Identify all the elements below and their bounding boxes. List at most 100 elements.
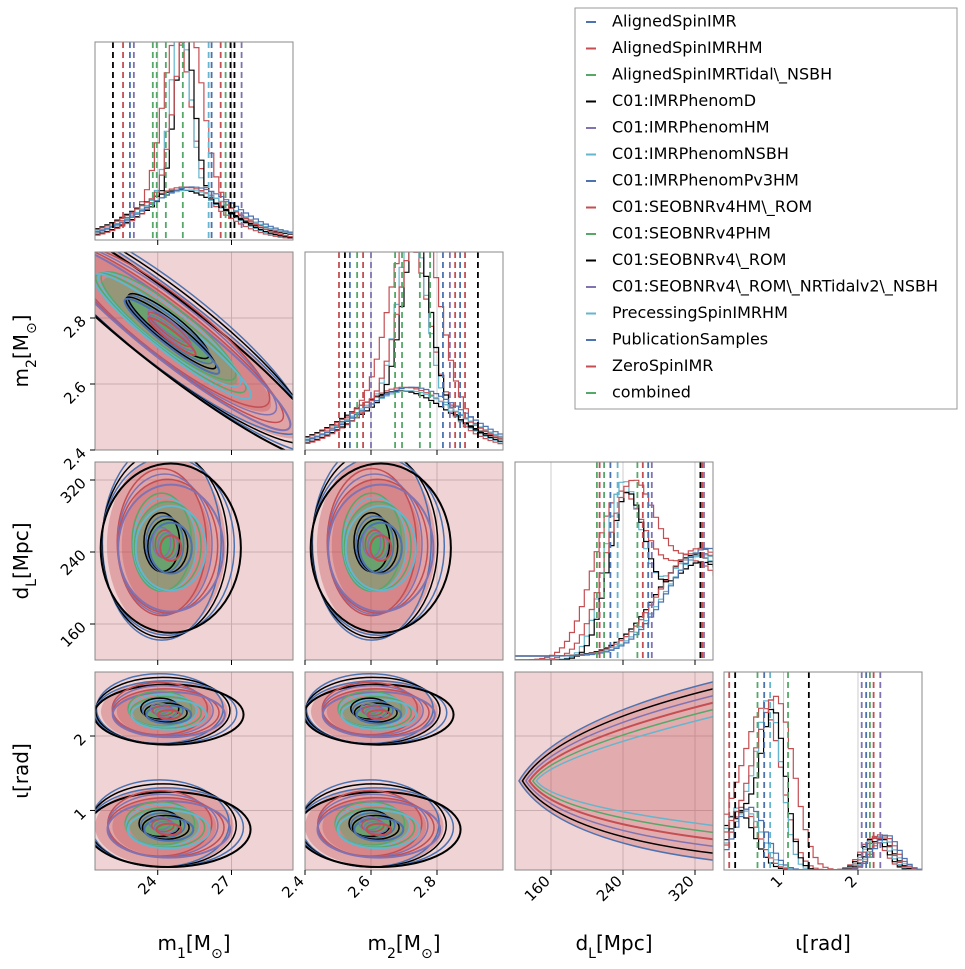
contour <box>143 817 195 842</box>
x-tick-label: 27 <box>208 872 234 898</box>
histogram <box>305 252 503 444</box>
contour <box>145 704 193 725</box>
x-axis-label: ι[rad] <box>795 931 851 955</box>
label-part: ] <box>9 314 33 322</box>
y-tick-label: 320 <box>57 474 90 507</box>
label-part: 2 <box>24 359 40 368</box>
contour <box>151 818 175 833</box>
x-tick-label: 160 <box>521 872 554 905</box>
panel <box>95 252 293 450</box>
contour <box>521 688 713 854</box>
y-axis-label: m2[M⊙] <box>9 314 40 387</box>
histogram <box>515 479 713 660</box>
label-part: 1 <box>177 946 186 962</box>
contour <box>140 812 186 839</box>
legend-label: C01:SEOBNRv4PHM <box>612 224 771 243</box>
y-tick-label: 2 <box>70 730 89 749</box>
legend: AlignedSpinIMR AlignedSpinIMRHM AlignedSpi… <box>574 7 958 410</box>
legend-label: C01:SEOBNRv4\_ROM\_NRTidalv2\_NSBH <box>612 277 938 297</box>
label-part: m <box>157 931 176 955</box>
contour <box>316 800 442 859</box>
contour <box>350 812 396 839</box>
panel <box>305 462 503 660</box>
contour <box>156 709 182 721</box>
x-tick-label: 320 <box>665 872 698 905</box>
label-part: ⊙ <box>421 946 433 962</box>
x-tick-label: 240 <box>593 872 626 905</box>
legend-label: C01:IMRPhenomHM <box>612 118 770 137</box>
label-part: L <box>24 579 40 587</box>
x-tick-label: 1 <box>767 872 786 891</box>
contour <box>336 809 421 850</box>
contour <box>363 820 389 835</box>
panel-frame <box>94 41 294 241</box>
panel <box>95 42 293 240</box>
contour <box>141 699 184 722</box>
panel <box>305 672 503 870</box>
label-part: d <box>9 587 33 600</box>
contour <box>355 704 403 725</box>
contour <box>335 803 411 847</box>
contour <box>140 697 180 720</box>
label-part: [M <box>396 931 421 955</box>
contour <box>95 683 245 746</box>
contour <box>351 699 394 722</box>
contour <box>350 697 390 720</box>
label-part: ι[rad] <box>9 743 33 799</box>
contour <box>153 820 179 835</box>
contour <box>525 695 713 847</box>
contour <box>99 462 242 634</box>
label-part: ] <box>223 931 231 955</box>
contour <box>344 504 417 592</box>
legend-label: C01:SEOBNRv4\_ROM <box>612 250 786 270</box>
contour <box>535 715 713 827</box>
x-tick-label: 2.8 <box>410 872 440 902</box>
contour <box>338 693 408 728</box>
label-part: d <box>575 931 588 955</box>
panel-frame <box>514 461 714 661</box>
histogram <box>515 547 713 657</box>
label-part: ι[rad] <box>795 931 851 955</box>
contour <box>528 701 713 841</box>
label-part: 2 <box>387 946 396 962</box>
contour <box>369 534 393 562</box>
y-tick-label: 2.8 <box>60 312 90 342</box>
x-axis-label: m2[M⊙] <box>367 931 440 962</box>
panel <box>95 672 293 870</box>
contour <box>126 809 211 850</box>
histogram <box>724 810 922 870</box>
panel <box>515 672 713 870</box>
contour <box>138 809 182 838</box>
contour <box>124 800 196 846</box>
contour <box>148 521 193 575</box>
legend-label: AlignedSpinIMRTidal\_NSBH <box>612 65 832 85</box>
panel <box>515 462 713 660</box>
contour <box>351 814 400 841</box>
contour <box>305 683 455 746</box>
contour <box>353 702 398 723</box>
contour <box>159 534 183 562</box>
contour <box>366 709 392 721</box>
legend-label: combined <box>612 383 691 402</box>
histogram <box>95 186 293 233</box>
label-part: ⊙ <box>211 946 223 962</box>
contour <box>348 809 392 838</box>
panel-frame <box>304 251 504 451</box>
label-part: [Mpc] <box>9 522 33 579</box>
contour <box>143 702 188 723</box>
x-tick-label: 24 <box>134 872 160 898</box>
legend-frame <box>574 7 958 410</box>
panel <box>95 462 293 660</box>
label-part: m <box>9 368 33 387</box>
x-axis-label: dL[Mpc] <box>575 931 652 962</box>
contour <box>95 252 293 450</box>
legend-label: C01:IMRPhenomD <box>612 91 756 110</box>
y-axis-label: dL[Mpc] <box>9 522 40 599</box>
panel-frame <box>514 671 714 871</box>
contour <box>309 462 452 634</box>
label-part: m <box>367 931 386 955</box>
legend-label: PrecessingSpinIMRHM <box>612 303 788 322</box>
contour <box>361 818 385 833</box>
panel-frame <box>304 461 504 661</box>
